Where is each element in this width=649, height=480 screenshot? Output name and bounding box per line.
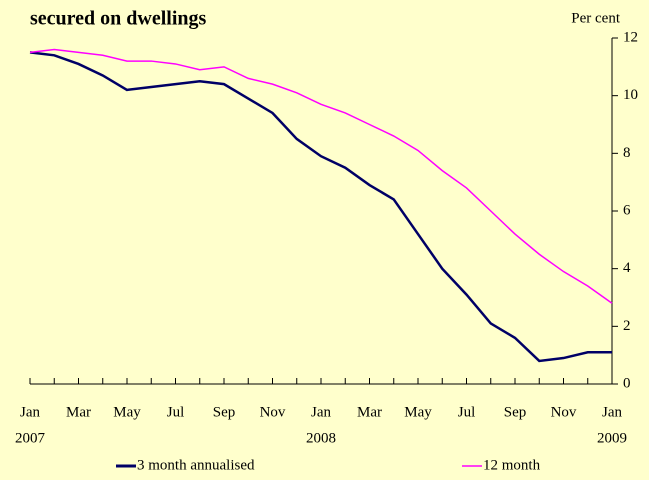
chart-title: secured on dwellings (30, 8, 207, 30)
x-tick-label: Sep (504, 404, 527, 420)
x-tick-label: Nov (551, 404, 577, 420)
x-tick-label: Mar (66, 404, 91, 420)
x-tick-label: Jan (311, 404, 331, 420)
x-tick-label: Sep (213, 404, 236, 420)
x-tick-label: Jan (602, 404, 622, 420)
y-axis-label: Per cent (571, 10, 621, 26)
x-tick-label: Jul (458, 404, 476, 420)
series-line (29, 51, 612, 363)
y-tick-label: 10 (623, 87, 638, 103)
x-year-label: 2008 (306, 430, 336, 446)
y-tick-label: 8 (623, 145, 631, 161)
x-year-label: 2009 (597, 430, 627, 446)
legend-label: 12 month (483, 457, 541, 473)
x-tick-label: Nov (260, 404, 286, 420)
x-tick-label: Mar (357, 404, 382, 420)
x-tick-label: Jul (167, 404, 185, 420)
series-line (29, 48, 613, 304)
x-tick-label: Jan (20, 404, 40, 420)
x-year-label: 2007 (15, 430, 46, 446)
x-tick-label: May (404, 404, 432, 420)
x-tick-label: May (113, 404, 141, 420)
y-tick-label: 0 (623, 375, 631, 391)
legend-label: 3 month annualised (137, 457, 255, 473)
y-tick-label: 6 (623, 202, 631, 218)
y-tick-label: 4 (623, 260, 631, 276)
y-tick-label: 2 (623, 318, 631, 334)
y-tick-label: 12 (623, 29, 638, 45)
